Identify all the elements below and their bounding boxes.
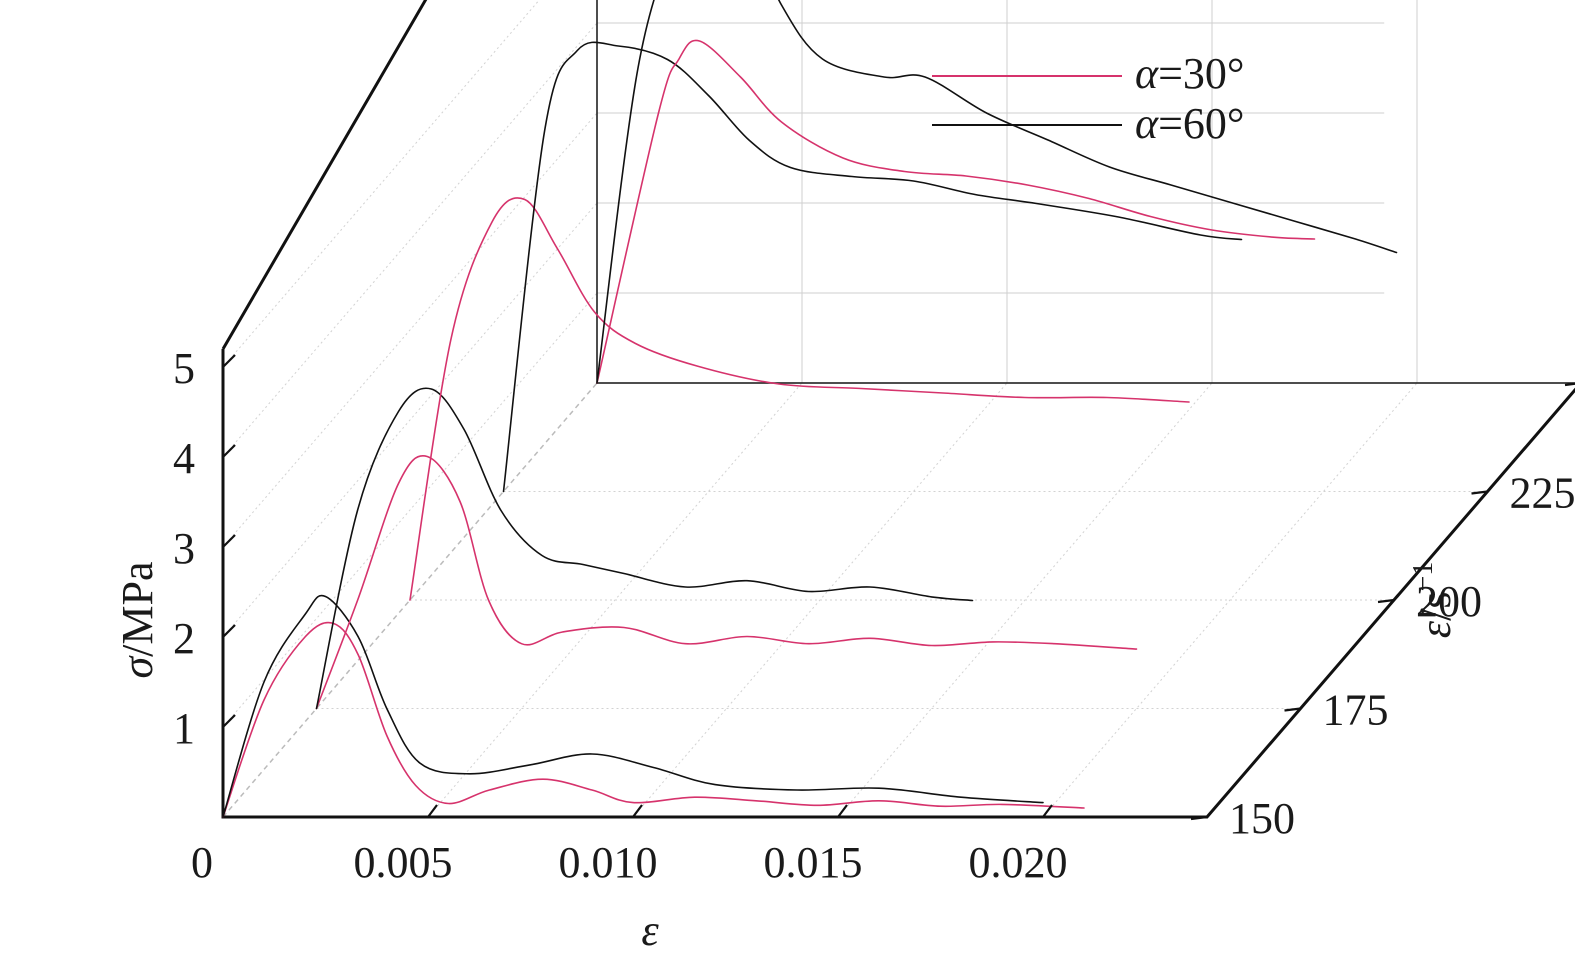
floor-diagonal [222, 382, 598, 818]
series-curve [222, 594, 1044, 818]
side-grid-line [222, 112, 598, 548]
z-tick [1284, 707, 1301, 712]
x-tick [427, 804, 438, 818]
series-curve [409, 197, 1190, 601]
series-curve [596, 39, 1316, 384]
x-tick [837, 804, 848, 818]
x-tick-label: 0.015 [764, 838, 863, 887]
y-tick-label: 3 [173, 524, 195, 573]
legend-label-alpha-30: α=30° [1135, 49, 1245, 98]
legend-label-alpha-60: α=60° [1135, 99, 1245, 148]
z-tick-label: 175 [1323, 686, 1389, 735]
x-axis-title: ε [641, 906, 659, 955]
z-axis-title: ε̇/s−1 [1408, 562, 1460, 639]
data-curves [222, 0, 1398, 818]
y-tick-label: 2 [173, 614, 195, 663]
series-curve [502, 41, 1243, 493]
back-wall-box [596, 0, 1575, 384]
side-grid-line [222, 22, 598, 458]
axis-labels: 1234500.0050.0100.0150.02015017520022525… [173, 344, 1575, 887]
side-grid-line [222, 202, 598, 638]
z-tick [1190, 815, 1208, 821]
x-tick-label: 0.020 [969, 838, 1068, 887]
y-tick-label: 5 [173, 344, 195, 393]
y-axis-title: σ/MPa [113, 561, 162, 678]
series-curve [596, 0, 1398, 384]
series-curve [315, 455, 1138, 710]
frame-top-left-edge [221, 0, 428, 350]
z-tick-label: 200 [1416, 577, 1482, 626]
z-tick [1471, 490, 1488, 495]
y-tick [222, 444, 236, 458]
y-tick-label: 4 [173, 434, 195, 483]
y-tick [222, 624, 236, 638]
z-tick [1564, 382, 1575, 387]
x-tick-label: 0.010 [559, 838, 658, 887]
z-tick-label: 150 [1229, 794, 1295, 843]
x-tick-label: 0.005 [354, 838, 453, 887]
z-tick-label: 225 [1510, 469, 1575, 518]
y-tick-label: 1 [173, 704, 195, 753]
legend: α=30° α=60° [932, 49, 1245, 148]
axis-ticks [222, 354, 1575, 821]
side-grid-line [222, 292, 598, 728]
y-tick [222, 354, 236, 368]
x-tick [1042, 804, 1053, 818]
x-tick-label: 0 [191, 838, 213, 887]
side-grid-line [222, 0, 540, 368]
series-curve [222, 621, 1085, 818]
x-tick [632, 804, 643, 818]
z-tick [1377, 598, 1395, 604]
series-curve [315, 387, 974, 710]
y-tick [222, 714, 236, 728]
frame-front-edges [221, 349, 1575, 819]
y-tick [222, 534, 236, 548]
